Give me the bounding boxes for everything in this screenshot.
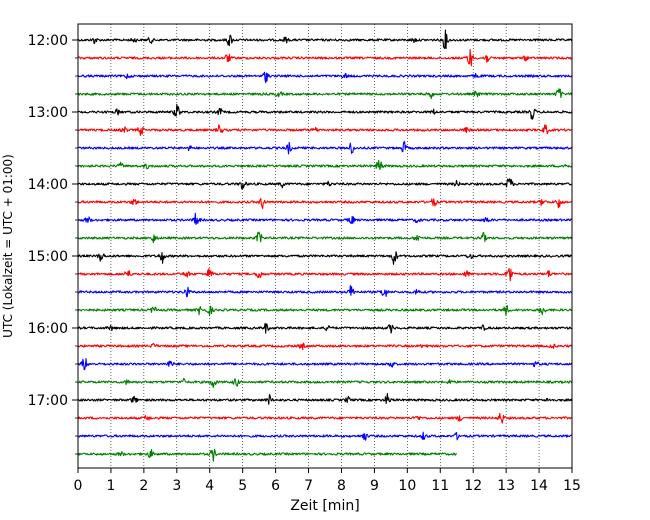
x-tick-label: 4 [205,478,214,494]
x-tick-label: 5 [238,478,247,494]
trace-1515 [77,268,573,282]
y-tick-label: 14:00 [28,177,68,193]
y-tick-label: 17:00 [28,393,68,409]
x-axis-ticks: 0 1 2 3 4 5 6 7 8 9 10 11 12 13 14 15 [74,468,581,494]
x-tick-label: 8 [337,478,346,494]
trace-1230 [77,71,573,84]
x-tick-label: 1 [106,478,115,494]
x-tick-label: 7 [304,478,313,494]
trace-1615 [77,342,573,351]
x-tick-label: 14 [530,478,548,494]
x-tick-label: 3 [172,478,181,494]
y-axis-label: UTC (Lokalzeit = UTC + 01:00) [1,154,15,338]
x-axis-label: Zeit [min] [290,498,359,514]
plot-frame [77,23,573,469]
y-tick-label: 13:00 [28,105,68,121]
trace-1445 [77,231,573,244]
trace-1215 [77,48,573,67]
x-tick-label: 6 [271,478,280,494]
x-tick-label: 2 [139,478,148,494]
trace-1730 [77,431,573,441]
vertical-grid [77,24,573,468]
trace-1530 [77,285,573,298]
y-tick-label: 12:00 [28,33,68,49]
y-tick-label: 15:00 [28,249,68,265]
x-tick-label: 15 [563,478,581,494]
trace-1415 [77,197,573,210]
trace-1430 [77,212,573,225]
trace-1545 [77,304,573,317]
trace-1315 [77,124,573,137]
trace-1630 [77,357,573,371]
trace-1300 [77,103,573,120]
x-tick-label: 0 [74,478,83,494]
trace-1700 [77,392,573,405]
x-tick-label: 11 [431,478,449,494]
traces [77,29,573,462]
x-tick-label: 10 [398,478,416,494]
trace-1200 [77,29,573,49]
x-tick-label: 12 [464,478,482,494]
x-tick-label: 13 [497,478,515,494]
trace-1245 [77,88,573,100]
trace-1745 [77,448,457,462]
x-tick-label: 9 [370,478,379,494]
y-axis-ticks: 12:00 13:00 14:00 15:00 16:00 17:00 [28,33,78,455]
trace-1715 [77,412,573,424]
trace-1330 [77,141,573,155]
y-tick-label: 16:00 [28,321,68,337]
trace-1500 [77,251,573,265]
trace-1400 [77,178,573,190]
trace-1345 [77,159,573,171]
trace-1645 [77,377,573,389]
trace-1600 [77,322,573,334]
